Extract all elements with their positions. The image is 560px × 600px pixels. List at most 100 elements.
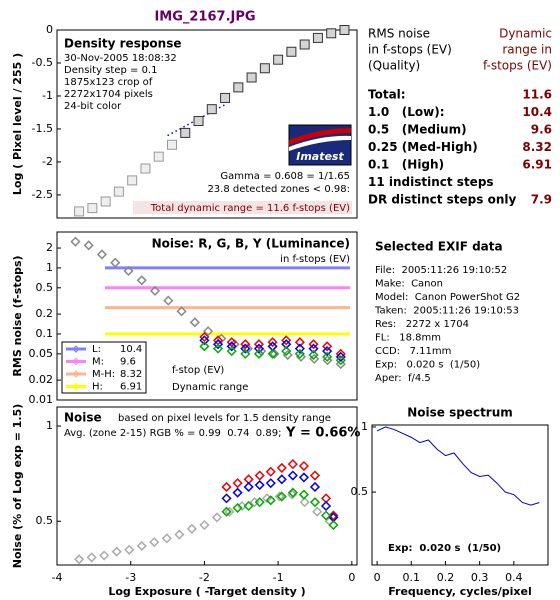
summary-value: 7.9 (531, 193, 552, 207)
data-point (253, 339, 265, 350)
data-point (186, 523, 197, 534)
data-point (320, 500, 332, 512)
data-point (199, 335, 210, 346)
report-title: IMG_2167.JPG (154, 10, 255, 25)
x-tick-label: 0.4 (505, 571, 523, 584)
data-point (136, 540, 147, 552)
data-point (276, 491, 287, 502)
legend-marker (72, 370, 80, 378)
data-point (243, 500, 254, 512)
exif-line: Taken: 2005:11:26 19:10:53 (374, 306, 519, 317)
data-point (113, 186, 124, 197)
x-tick-label: 0 (348, 571, 355, 584)
data-point (226, 341, 237, 352)
data-point (149, 537, 160, 548)
data-point (193, 116, 204, 127)
y-tick-label: -1.5 (32, 122, 53, 135)
data-point (203, 326, 214, 337)
plot-area (56, 406, 358, 566)
total-dynamic-range: Total dynamic range = 11.6 f-stops (EV) (150, 203, 350, 214)
legend-label: H: (92, 382, 103, 393)
data-point (212, 339, 224, 350)
legend-value: 6.91 (120, 382, 142, 393)
data-point (287, 459, 298, 470)
data-point (111, 546, 122, 557)
x-tick-label: -2 (199, 571, 210, 584)
data-point (269, 348, 280, 359)
data-point (221, 493, 232, 504)
data-point (87, 203, 98, 214)
panel-note: 24-bit color (64, 101, 122, 112)
legend-note: Dynamic range (172, 382, 248, 393)
summary-label: 0.1 (High) (368, 158, 444, 172)
panel-note: 30-Nov-2005 18:08:32 (64, 53, 177, 64)
data-point (286, 46, 297, 57)
data-point (96, 249, 108, 260)
data-point (320, 510, 332, 521)
logo-stripe (289, 128, 351, 145)
data-point (136, 275, 147, 286)
data-point (224, 506, 235, 517)
x-tick-label: 0.1 (403, 571, 421, 584)
y-axis-label: RMS noise (f-stops) (11, 255, 24, 376)
data-point (86, 552, 97, 563)
data-point (232, 478, 243, 489)
y-tick-label: 0.5 (351, 485, 369, 498)
data-point (74, 554, 85, 565)
legend-marker (72, 357, 80, 366)
summary-header: f-stops (EV) (483, 59, 552, 73)
data-point (335, 359, 346, 370)
data-point (149, 285, 161, 296)
data-point (163, 295, 174, 306)
y-tick-label: 0.5 (36, 514, 54, 527)
y-tick-label: -2.5 (32, 188, 53, 201)
exif-line: CCD: 7.11mm (375, 346, 451, 357)
panel-title: Noise: R, G, B, Y (Luminance) (152, 237, 350, 251)
data-point (166, 139, 177, 150)
data-point (335, 355, 346, 366)
data-point (298, 472, 309, 483)
data-point (335, 348, 346, 359)
exif-line: FL: 18.8mm (375, 333, 441, 344)
data-point (70, 236, 81, 247)
exif-line: Model: Canon PowerShot G2 (375, 292, 520, 303)
summary-header: range in (502, 43, 552, 57)
exif-title: Selected EXIF data (375, 240, 503, 254)
x-tick-label: -4 (52, 571, 63, 584)
legend-marker (72, 345, 80, 353)
exif-line: File: 2005:11:26 19:10:52 (375, 265, 507, 276)
data-point (199, 519, 210, 531)
exif-line: Res: 2272 x 1704 (375, 319, 469, 330)
data-point (254, 497, 265, 508)
data-point (153, 151, 164, 162)
summary-header: in f-stops (EV) (368, 43, 452, 57)
summary-label: Total: (368, 88, 406, 102)
y-axis-label: Log ( Pixel level / 255 ) (11, 53, 24, 195)
data-point (339, 25, 350, 35)
data-point (232, 502, 243, 513)
panel-note: 1875x123 crop of (64, 77, 153, 88)
panel-title: Noise spectrum (407, 406, 513, 420)
panel-note-y: Y = 0.66% (285, 426, 360, 441)
data-point (206, 104, 217, 115)
x-axis-label: Frequency, cycles/pixel (388, 585, 532, 598)
data-point (309, 481, 321, 493)
y-tick-label: 0.1 (36, 327, 54, 340)
data-point (299, 39, 310, 50)
total-box (133, 201, 352, 214)
logo-text: Imatest (296, 150, 344, 163)
data-point (312, 506, 323, 517)
panel-subtitle: based on pixel levels for 1.5 density ra… (118, 413, 331, 424)
data-point (309, 497, 321, 508)
summary-value: 10.4 (522, 105, 552, 119)
data-point (276, 462, 287, 473)
summary-value: 8.32 (522, 140, 552, 154)
data-point (221, 481, 232, 493)
data-point (287, 487, 298, 498)
data-point (298, 489, 309, 500)
data-point (308, 343, 319, 354)
y-tick-label: 0.05 (29, 347, 54, 360)
data-point (259, 63, 270, 74)
data-point (176, 306, 187, 317)
data-point (140, 163, 151, 174)
